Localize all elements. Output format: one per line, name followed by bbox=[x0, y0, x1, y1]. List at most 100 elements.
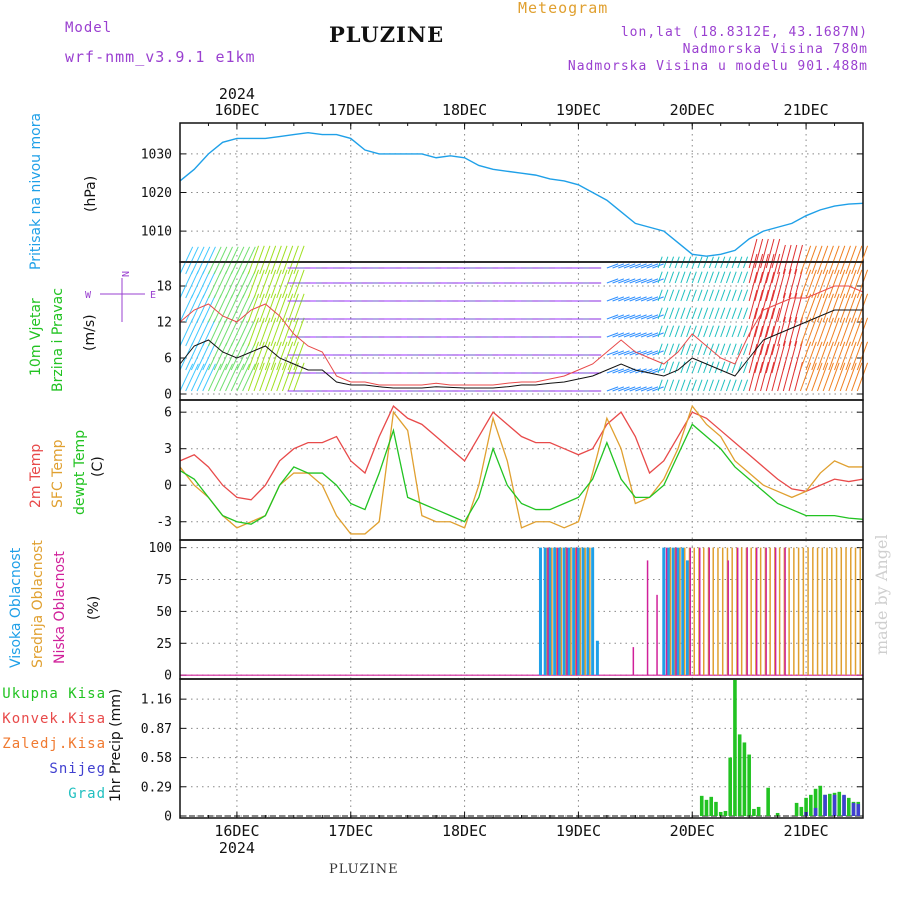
wind-arrow bbox=[196, 270, 211, 299]
wind-arrow bbox=[230, 246, 245, 275]
wind-arrow bbox=[213, 294, 228, 323]
wind-arrow bbox=[253, 245, 265, 275]
wind-arrow bbox=[680, 361, 686, 374]
wind-arrow bbox=[799, 317, 812, 347]
wind-arrow bbox=[185, 270, 199, 299]
wind-arrow bbox=[851, 341, 863, 371]
wind-arrow bbox=[845, 341, 857, 371]
wind-arrow bbox=[196, 246, 211, 275]
wind-arrow bbox=[782, 316, 792, 347]
y-tick-label: 50 bbox=[156, 605, 172, 620]
wind-arrow bbox=[743, 289, 749, 302]
wind-arrow bbox=[743, 307, 749, 320]
y-tick-label: 75 bbox=[156, 573, 172, 588]
wind-arrow bbox=[845, 293, 857, 323]
wind-arrow bbox=[725, 379, 731, 392]
wind-arrow bbox=[225, 270, 239, 299]
wind-arrow bbox=[765, 361, 775, 392]
wind-arrow bbox=[247, 341, 260, 371]
wind-arrow bbox=[703, 379, 709, 392]
wind-arrow bbox=[618, 386, 630, 392]
wind-arrow bbox=[612, 278, 625, 284]
wind-arrow bbox=[674, 271, 680, 284]
wind-arrow bbox=[771, 343, 781, 374]
y-tick-label: 25 bbox=[156, 637, 172, 652]
wind-arrow bbox=[669, 325, 675, 338]
wind-arrow bbox=[196, 318, 211, 347]
wind-arrow bbox=[225, 318, 239, 347]
wind-arrow bbox=[782, 244, 792, 275]
wind-arrow bbox=[276, 362, 288, 392]
wind-arrow bbox=[760, 325, 769, 356]
wind-arrow bbox=[287, 293, 299, 323]
wind-arrow bbox=[652, 386, 664, 392]
compass-east: E bbox=[150, 290, 156, 301]
wind-arrow bbox=[714, 325, 720, 338]
wind-arrow bbox=[839, 341, 851, 371]
wind-arrow bbox=[822, 269, 834, 299]
wind-arrow bbox=[845, 362, 857, 392]
total-rain-bar bbox=[704, 799, 709, 816]
footer-station: PLUZINE bbox=[329, 862, 399, 877]
wind-arrow bbox=[748, 289, 758, 320]
meteogram-label: Meteogram bbox=[518, 0, 609, 17]
wind-arrow bbox=[828, 269, 840, 299]
wind-arrow bbox=[788, 340, 798, 371]
wind-arrow bbox=[293, 269, 305, 299]
wind-arrow bbox=[276, 269, 288, 299]
wind-arrow bbox=[834, 362, 846, 392]
wind-arrow bbox=[674, 325, 680, 338]
wind-arrow bbox=[686, 325, 692, 338]
wind-arrow bbox=[652, 278, 664, 284]
total-rain-bar bbox=[747, 754, 751, 816]
y-tick-label: 0 bbox=[164, 388, 172, 403]
wind-arrow bbox=[219, 294, 233, 323]
wind-arrow bbox=[629, 314, 642, 320]
y-tick-label: 6 bbox=[164, 352, 172, 367]
wind-arrow bbox=[606, 263, 619, 269]
x-label-bottom: 18DEC bbox=[442, 822, 487, 840]
y-tick-label: 18 bbox=[156, 280, 172, 295]
x-label-top: 16DEC bbox=[214, 101, 259, 119]
wind-arrow bbox=[225, 294, 239, 323]
wind-arrow bbox=[287, 362, 299, 392]
panel-frame bbox=[179, 399, 864, 541]
snow-bar bbox=[851, 802, 856, 816]
wind-arrow bbox=[270, 317, 282, 347]
wind-arrow bbox=[635, 278, 647, 284]
wind-arrow bbox=[771, 253, 781, 284]
wind-arrow bbox=[686, 271, 692, 284]
y-tick-label: 1020 bbox=[141, 186, 172, 201]
total-rain-bar bbox=[723, 810, 728, 816]
wind-arrow bbox=[253, 317, 265, 347]
wind-arrow bbox=[782, 292, 792, 323]
wind-arrow bbox=[777, 292, 786, 323]
wind-arrow bbox=[259, 245, 271, 275]
wind-arrow bbox=[714, 307, 720, 320]
temp-2m-line bbox=[179, 405, 864, 501]
snow-bar bbox=[842, 794, 846, 816]
total-rain-bar bbox=[846, 797, 851, 816]
wind-arrow bbox=[737, 307, 743, 320]
wind-arrow bbox=[777, 244, 786, 275]
wind-arrow bbox=[748, 238, 758, 269]
wind-arrow bbox=[845, 269, 857, 299]
total-rain-bar bbox=[733, 680, 737, 816]
total-rain-bar bbox=[737, 734, 742, 816]
wind-arrow bbox=[264, 341, 277, 371]
wind-arrow bbox=[196, 363, 211, 392]
wind-arrow bbox=[816, 245, 829, 275]
wind-arrow bbox=[663, 307, 669, 320]
wind-arrow bbox=[765, 289, 775, 320]
wind-arrow bbox=[202, 363, 216, 392]
wind-arrow bbox=[179, 246, 194, 275]
wind-arrow bbox=[708, 289, 714, 302]
wind-arrow bbox=[264, 317, 277, 347]
wind-arrow bbox=[663, 343, 669, 356]
wind-arrow bbox=[834, 341, 846, 371]
wind-arrow bbox=[230, 363, 245, 392]
wind-arrow bbox=[697, 271, 703, 284]
wind-arrow bbox=[697, 343, 703, 356]
wind-arrow bbox=[287, 269, 299, 299]
wind-arrow bbox=[708, 307, 714, 320]
